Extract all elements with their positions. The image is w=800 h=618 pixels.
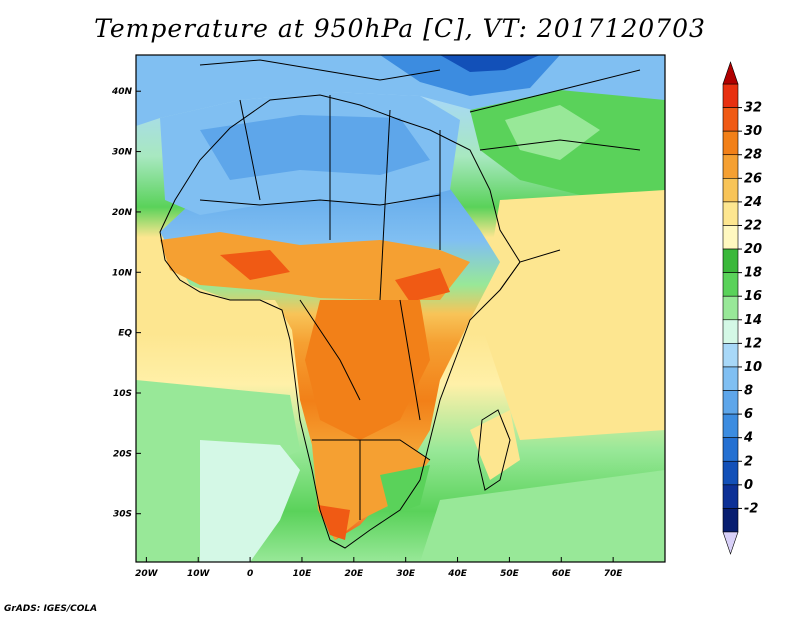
plot-frame (135, 54, 666, 563)
colorbar-label: 10 (744, 360, 762, 375)
colorbar-label: 6 (744, 407, 753, 422)
grads-credit: GrADS: IGES/COLA (4, 604, 98, 614)
colorbar-swatch (722, 130, 739, 156)
colorbar-swatch (722, 225, 739, 250)
colorbar-label: 8 (744, 384, 753, 399)
colorbar-swatch (722, 178, 739, 203)
colorbar-swatch (722, 484, 739, 509)
colorbar-label: 20 (744, 242, 762, 257)
longitude-axis: 20W 10W 0 10E 20E 30E 40E 50E 60E 70E (135, 557, 623, 579)
lat-tick-label: 10N (112, 268, 133, 278)
temperature-field (136, 55, 665, 562)
colorbar-swatch (722, 390, 739, 415)
colorbar-label: 16 (744, 289, 762, 304)
colorbar-label: 22 (744, 218, 762, 233)
lon-tick-label: 20W (135, 569, 159, 579)
colorbar-swatch (722, 295, 739, 321)
lon-tick-label: 30E (396, 569, 416, 579)
colorbar-swatch (722, 437, 739, 462)
lat-tick-label: 30S (113, 510, 132, 520)
colorbar-label: 4 (743, 431, 753, 446)
colorbar-label: 26 (744, 171, 762, 186)
colorbar-label: 2 (744, 454, 753, 469)
colorbar-swatch (722, 83, 739, 108)
lon-tick-label: 20E (344, 569, 364, 579)
colorbar-swatch (722, 460, 739, 486)
lon-tick-label: 40E (447, 569, 468, 579)
colorbar-label: -2 (744, 501, 758, 516)
colorbar-label: 32 (744, 101, 762, 116)
colorbar-swatch (722, 248, 739, 273)
colorbar-bottom-arrow (722, 531, 739, 555)
lon-tick-label: 10E (293, 569, 313, 579)
colorbar-swatch (722, 319, 739, 344)
lat-tick-label: 40N (111, 87, 133, 97)
colorbar-label: 0 (744, 478, 753, 493)
latitude-axis: 40N 30N 20N 10N EQ 10S 20S 30S (111, 87, 141, 520)
colorbar-label: 14 (744, 313, 762, 328)
lon-tick-label: 10W (187, 569, 211, 579)
colorbar-label: 28 (744, 148, 762, 163)
map-title: Temperature at 950hPa [C], VT: 201712070… (94, 14, 706, 43)
colorbar-swatch (722, 508, 739, 533)
colorbar-label: 30 (744, 124, 762, 139)
colorbar-swatch (722, 201, 739, 226)
colorbar-swatch (722, 366, 739, 391)
colorbar-swatch (722, 272, 739, 297)
lat-tick-label: 20N (112, 208, 133, 218)
lon-tick-label: 0 (247, 569, 253, 579)
lat-tick-label: 20S (113, 449, 132, 459)
lon-tick-label: 50E (500, 569, 520, 579)
colorbar-swatch (722, 107, 739, 132)
colorbar-swatch (722, 413, 739, 438)
lon-tick-label: 60E (552, 569, 572, 579)
colorbar-label: 12 (744, 336, 762, 351)
colorbar-swatch (722, 343, 739, 368)
lon-tick-label: 70E (604, 569, 624, 579)
colorbar-label: 24 (744, 195, 762, 210)
lat-tick-label: 30N (112, 148, 133, 158)
colorbar-label: 18 (744, 266, 762, 281)
borders (159, 59, 641, 549)
lat-tick-label: EQ (118, 329, 132, 339)
colorbar-top-arrow (722, 61, 739, 85)
lat-tick-label: 10S (113, 389, 132, 399)
colorbar-swatch (722, 154, 739, 179)
